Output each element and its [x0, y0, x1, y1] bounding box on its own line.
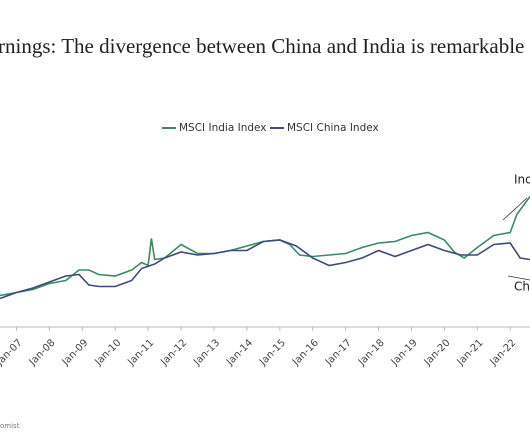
- x-tick-label: Jan-16: [290, 337, 321, 368]
- x-tick-label: Jan-21: [455, 337, 486, 368]
- annotation: Chi: [514, 280, 530, 294]
- series-line: [0, 196, 530, 297]
- x-tick-label: Jan-15: [257, 337, 288, 368]
- annotation-pointer: [502, 197, 528, 221]
- x-tick-label: Jan-18: [356, 337, 387, 368]
- annotation-pointer: [507, 275, 530, 281]
- x-tick-label: Jan-13: [191, 337, 222, 368]
- chart-title: rnings: The divergence between China and…: [0, 34, 524, 58]
- legend-label: MSCI India Index: [179, 122, 267, 134]
- x-tick-label: Jan-20: [422, 337, 453, 368]
- x-tick-label: Jan-08: [27, 337, 58, 368]
- legend-label: MSCI China Index: [287, 122, 379, 134]
- x-tick-label: Jan-07: [0, 337, 25, 368]
- x-tick-label: Jan-19: [389, 337, 420, 368]
- x-tick-label: Jan-14: [224, 337, 255, 368]
- series-line: [0, 239, 530, 300]
- source: omist: [0, 422, 20, 430]
- x-tick-label: Jan-12: [158, 337, 189, 368]
- x-tick-label: Jan-11: [125, 337, 156, 368]
- x-tick-label: Jan-09: [60, 337, 91, 368]
- x-tick-label: Jan-22: [488, 337, 519, 368]
- annotation: Indi: [514, 173, 530, 187]
- x-tick-label: Jan-17: [323, 337, 354, 368]
- x-tick-label: Jan-10: [93, 337, 124, 368]
